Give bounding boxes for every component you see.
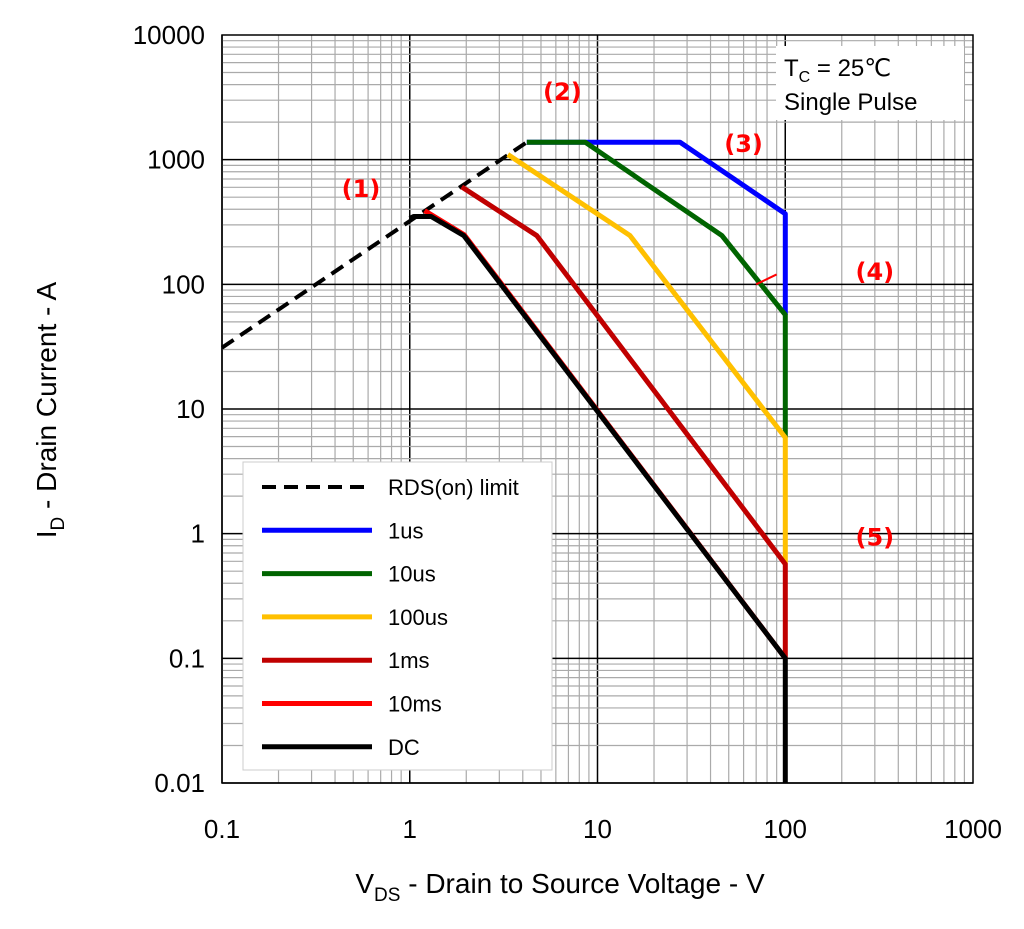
legend-label: RDS(on) limit [388,475,519,500]
series-line-dc [408,214,788,783]
legend-label: 100us [388,605,448,630]
y-tick-label: 1 [191,519,205,549]
plot-border [221,34,974,784]
x-tick-label: 100 [764,814,807,844]
y-axis-title: ID - Drain Current - A [31,281,69,538]
legend-label: 1ms [388,648,430,673]
conditions-box: TC = 25℃ Single Pulse [776,46,964,120]
x-axis-title: VDS - Drain to Source Voltage - V [355,868,765,906]
y-tick-label: 0.01 [154,768,205,798]
y-tick-label: 10 [176,394,205,424]
x-tick-label: 0.1 [204,814,240,844]
tick-labels: 0.1 1 10 100 1000 0.01 0.1 1 10 100 1000 10000 [133,20,1002,844]
y-tick-label: 1000 [147,145,205,175]
annotation-pointer [755,273,778,286]
x-tick-label: 10 [583,814,612,844]
series-line-1us [526,139,788,315]
series-line-10us [526,139,788,438]
series-line-rds-on-limit [220,140,528,350]
series-line-100us [506,152,788,565]
annotation-label: (2) [543,78,582,106]
annotation-label: (3) [724,130,763,158]
condition-pulse: Single Pulse [784,89,917,116]
legend-label: 10us [388,562,436,587]
series-line-1ms [460,184,788,659]
y-tick-label: 0.1 [169,643,205,673]
x-tick-label: 1 [403,814,417,844]
legend-label: 10ms [388,692,442,717]
annotations: (1) (2) (3) (4) (5) [342,78,894,552]
y-tick-label: 10000 [133,20,205,50]
y-tick-label: 100 [162,269,205,299]
x-tick-label: 1000 [944,814,1002,844]
condition-temp: TC = 25℃ [784,55,891,86]
legend: RDS(on) limit 1us 10us 100us 1ms 10ms DC [242,461,553,771]
annotation-label: (4) [856,258,895,286]
legend-label: DC [388,735,420,760]
annotation-label: (1) [342,175,381,203]
annotation-label: (5) [856,524,895,552]
legend-label: 1us [388,518,423,543]
series-lines [220,139,788,783]
